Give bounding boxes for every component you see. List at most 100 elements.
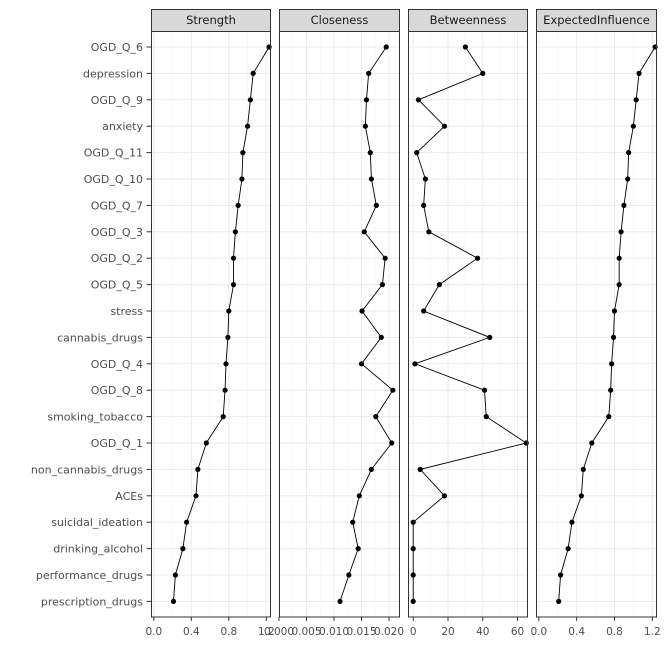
x-tick-label-expectedinfluence: 1.2 (644, 626, 661, 638)
y-tick-label-ogd-q-6: OGD_Q_6 (91, 41, 143, 54)
data-point-expectedinfluence-anxiety (630, 123, 636, 129)
strip-expectedinfluence (536, 9, 657, 32)
y-tick-label-ogd-q-11: OGD_Q_11 (84, 147, 143, 160)
data-point-strength-ogd-q-4 (223, 361, 229, 367)
panel-background (151, 31, 271, 617)
data-point-closeness-ogd-q-10 (368, 176, 374, 182)
data-point-expectedinfluence-performance-drugs (557, 572, 564, 578)
data-point-betweenness-ogd-q-7 (421, 202, 427, 208)
data-point-betweenness-cannabis-drugs (487, 334, 493, 340)
data-point-closeness-non-cannabis-drugs (368, 466, 374, 472)
data-point-expectedinfluence-ogd-q-8 (608, 387, 614, 393)
data-point-closeness-ogd-q-4 (358, 361, 365, 367)
x-tick-label-betweenness: 20 (441, 626, 454, 638)
data-point-expectedinfluence-ogd-q-5 (616, 282, 622, 288)
data-point-strength-suicidal-ideation (184, 519, 190, 525)
x-tick-label-strength: 0.8 (220, 626, 237, 638)
y-tick-label-prescription-drugs: prescription_drugs (41, 595, 143, 608)
strip-label-strength: Strength (186, 13, 236, 27)
data-point-expectedinfluence-ogd-q-3 (618, 229, 624, 235)
data-point-betweenness-ogd-q-4 (412, 361, 418, 367)
data-point-strength-depression (250, 70, 256, 76)
data-point-closeness-ogd-q-8 (390, 387, 396, 393)
data-point-betweenness-ogd-q-2 (474, 255, 481, 261)
data-point-expectedinfluence-smoking-tobacco (606, 414, 612, 420)
y-tick-label-ogd-q-8: OGD_Q_8 (91, 384, 143, 397)
y-tick-label-non-cannabis-drugs: non_cannabis_drugs (31, 463, 143, 476)
panel-strength: Strength 0.0 0.4 0.8 1.2 (145, 9, 275, 638)
strip-closeness (279, 9, 400, 32)
data-point-strength-ogd-q-11 (240, 150, 246, 156)
series-line-expectedinfluence (558, 46, 656, 602)
x-tick-label-strength: 1.2 (258, 626, 275, 638)
data-point-closeness-cannabis-drugs (378, 334, 384, 340)
strip-label-expectedinfluence: ExpectedInfluence (543, 13, 650, 27)
x-tick-label-expectedinfluence: 0.4 (568, 626, 585, 638)
data-point-strength-performance-drugs (172, 572, 178, 578)
data-point-expectedinfluence-suicidal-ideation (569, 519, 575, 525)
y-tick-label-aces: ACEs (115, 490, 143, 503)
y-tick-label-performance-drugs: performance_drugs (36, 569, 143, 582)
data-point-strength-ogd-q-10 (239, 176, 245, 182)
y-tick-label-ogd-q-2: OGD_Q_2 (91, 252, 143, 265)
x-tick-label-strength: 0.0 (145, 626, 162, 638)
panel-background (279, 31, 400, 617)
x-tick-label-betweenness: 0 (410, 626, 417, 638)
series-line-strength (173, 46, 270, 602)
data-point-betweenness-ogd-q-6 (462, 44, 468, 50)
data-point-strength-prescription-drugs (170, 598, 177, 605)
data-point-expectedinfluence-ogd-q-1 (589, 440, 595, 446)
data-point-expectedinfluence-ogd-q-9 (633, 97, 639, 103)
data-point-strength-ogd-q-5 (230, 282, 237, 288)
data-point-betweenness-anxiety (441, 123, 448, 129)
x-tick-label-closeness: 0.005 (291, 626, 321, 638)
data-point-expectedinfluence-ogd-q-2 (616, 255, 622, 261)
data-point-strength-smoking-tobacco (220, 414, 226, 420)
series-line-betweenness (412, 46, 528, 602)
data-point-betweenness-suicidal-ideation (410, 519, 416, 525)
data-point-betweenness-smoking-tobacco (483, 414, 489, 420)
y-tick-label-stress: stress (110, 305, 143, 318)
x-tick-label-expectedinfluence: 0.8 (606, 626, 623, 638)
strip-label-closeness: Closeness (311, 13, 369, 27)
data-point-betweenness-non-cannabis-drugs (417, 466, 423, 472)
x-tick-label-closeness: 0.010 (319, 626, 349, 638)
data-point-strength-aces (193, 493, 199, 499)
data-point-closeness-stress (359, 308, 365, 314)
data-point-closeness-performance-drugs (346, 572, 352, 578)
data-point-strength-ogd-q-8 (222, 387, 228, 393)
y-tick-label-smoking-tobacco: smoking_tobacco (47, 411, 143, 424)
data-point-closeness-anxiety (362, 123, 368, 129)
data-point-strength-drinking-alcohol (180, 546, 186, 552)
data-point-strength-anxiety (244, 123, 251, 129)
data-point-expectedinfluence-cannabis-drugs (610, 334, 617, 340)
y-tick-label-ogd-q-4: OGD_Q_4 (91, 358, 143, 371)
data-point-betweenness-performance-drugs (410, 572, 416, 578)
data-point-strength-ogd-q-9 (247, 97, 253, 103)
y-tick-label-ogd-q-10: OGD_Q_10 (84, 173, 143, 186)
data-point-closeness-suicidal-ideation (350, 519, 356, 525)
data-point-betweenness-ogd-q-3 (426, 229, 432, 235)
x-tick-label-closeness: 0.015 (346, 626, 376, 638)
data-point-expectedinfluence-aces (578, 493, 584, 499)
data-point-closeness-ogd-q-1 (389, 440, 395, 446)
data-point-betweenness-aces (441, 493, 448, 499)
x-tick-label-betweenness: 40 (476, 626, 489, 638)
y-tick-label-ogd-q-3: OGD_Q_3 (91, 226, 143, 239)
strip-strength (151, 9, 271, 32)
data-point-closeness-ogd-q-2 (382, 255, 388, 261)
y-tick-label-ogd-q-7: OGD_Q_7 (91, 199, 143, 212)
data-point-betweenness-depression (480, 70, 486, 76)
data-point-betweenness-ogd-q-11 (414, 150, 420, 156)
data-point-expectedinfluence-prescription-drugs (556, 598, 562, 605)
data-point-expectedinfluence-non-cannabis-drugs (580, 466, 586, 472)
data-point-expectedinfluence-stress (611, 308, 618, 314)
data-point-closeness-depression (366, 70, 372, 76)
data-point-strength-ogd-q-2 (230, 255, 237, 261)
y-tick-label-suicidal-ideation: suicidal_ideation (51, 516, 143, 529)
data-point-closeness-drinking-alcohol (355, 546, 361, 552)
panel-expectedinfluence: ExpectedInfluence 0.0 0.4 0.8 1.2 (530, 9, 661, 638)
